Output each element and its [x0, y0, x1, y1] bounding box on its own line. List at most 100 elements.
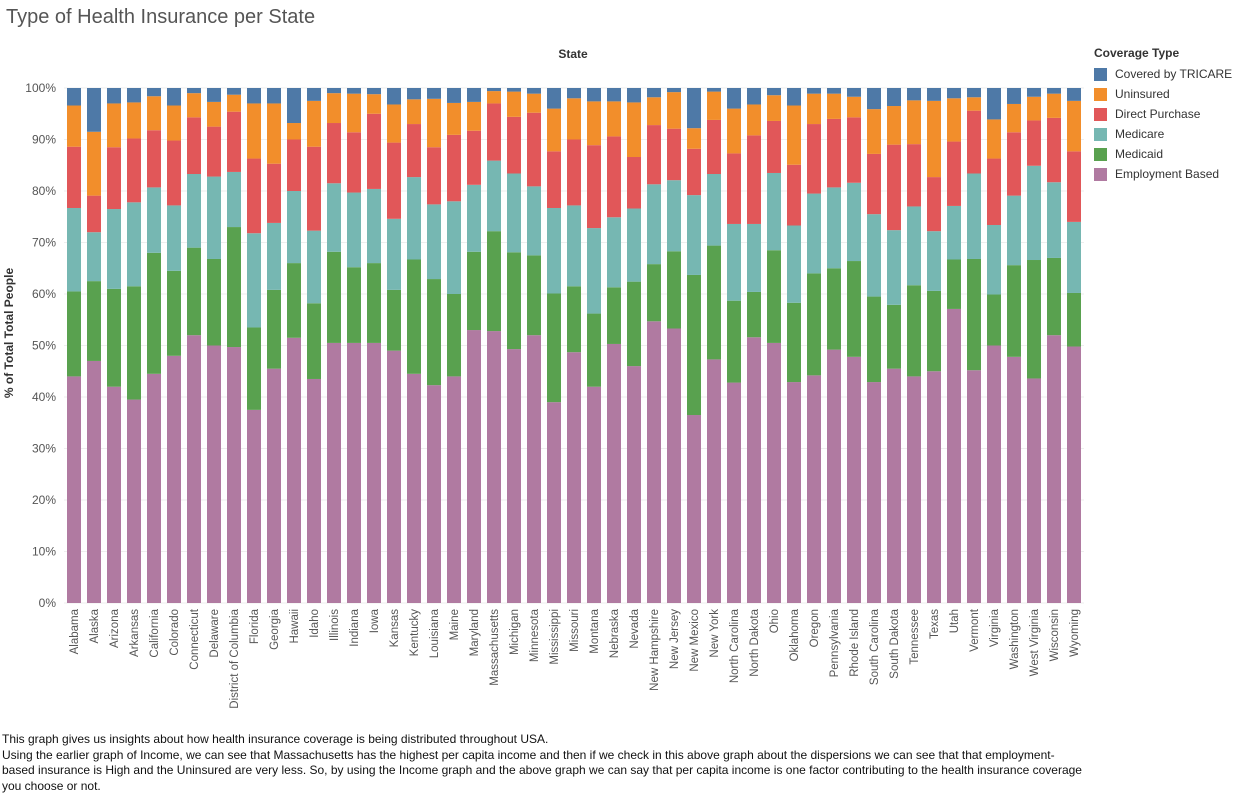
- bar-segment: [87, 360, 101, 603]
- bar-segment: [647, 184, 661, 265]
- legend-item[interactable]: Direct Purchase: [1094, 104, 1232, 124]
- bar-segment: [267, 103, 281, 164]
- bar-segment: [847, 182, 861, 262]
- bar-segment: [427, 385, 441, 603]
- y-tick-label: 0%: [39, 596, 57, 610]
- legend-item[interactable]: Medicaid: [1094, 144, 1232, 164]
- bar-segment: [187, 117, 201, 175]
- legend-title: Coverage Type: [1094, 46, 1180, 60]
- bar-segment: [547, 88, 561, 109]
- bar-segment: [867, 109, 881, 154]
- bar-segment: [467, 130, 481, 185]
- bar-segment: [327, 93, 341, 124]
- bar-segment: [647, 125, 661, 185]
- legend-item[interactable]: Covered by TRICARE: [1094, 64, 1232, 84]
- x-tick-label: Utah: [949, 609, 961, 633]
- bar-segment: [967, 258, 981, 371]
- bar-segment: [967, 97, 981, 111]
- bar-segment: [587, 228, 601, 314]
- x-tick-label: Minnesota: [529, 608, 541, 662]
- bar-segment: [787, 105, 801, 165]
- bar-segment: [847, 88, 861, 97]
- legend-item[interactable]: Medicare: [1094, 124, 1232, 144]
- bar-segment: [967, 110, 981, 174]
- x-tick-label: Maine: [449, 609, 461, 640]
- x-tick-label: Nevada: [629, 608, 641, 648]
- bar-segment: [87, 88, 101, 132]
- bar-segment: [527, 255, 541, 336]
- x-tick-label: Iowa: [369, 608, 381, 633]
- legend-label: Uninsured: [1115, 87, 1170, 101]
- bar-segment: [487, 160, 501, 232]
- bar-segment: [507, 349, 521, 603]
- bar-segment: [827, 88, 841, 94]
- legend-item[interactable]: Uninsured: [1094, 84, 1232, 104]
- bar-segment: [447, 102, 461, 135]
- bar-segment: [987, 224, 1001, 295]
- bar-segment: [447, 376, 461, 603]
- bar-segment: [147, 373, 161, 603]
- x-tick-label: Idaho: [309, 609, 321, 638]
- bar-segment: [87, 195, 101, 233]
- bar-segment: [527, 186, 541, 256]
- bar-segment: [707, 88, 721, 92]
- bar-segment: [1007, 88, 1021, 104]
- bar-segment: [1007, 195, 1021, 266]
- bar-segment: [187, 247, 201, 336]
- bar-segment: [207, 176, 221, 259]
- bar-segment: [527, 93, 541, 113]
- bar-segment: [727, 88, 741, 109]
- bar-segment: [847, 117, 861, 183]
- bar-segment: [867, 153, 881, 215]
- bar-segment: [227, 111, 241, 172]
- bar-segment: [607, 88, 621, 102]
- x-tick-label: Wisconsin: [1049, 609, 1061, 661]
- bar-segment: [307, 378, 321, 603]
- bar-segment: [667, 92, 681, 129]
- x-tick-label: California: [149, 608, 161, 657]
- bar-segment: [927, 177, 941, 232]
- caption-line-1: This graph gives us insights about how h…: [2, 732, 549, 746]
- bar-segment: [187, 174, 201, 248]
- legend-swatch: [1094, 107, 1107, 121]
- bar-segment: [187, 93, 201, 118]
- bar-segment: [87, 131, 101, 196]
- bar-segment: [67, 207, 81, 292]
- y-axis-ticks: 0% 10% 20% 30% 40% 50% 60% 70% 80% 90% 100%: [25, 81, 56, 610]
- y-tick-label: 10%: [32, 545, 56, 559]
- bar-segment: [67, 291, 81, 377]
- bar-segment: [687, 148, 701, 196]
- y-tick-label: 50%: [32, 339, 56, 353]
- bar-segment: [1027, 378, 1041, 603]
- bar-segment: [907, 144, 921, 207]
- x-tick-label: Alabama: [69, 608, 81, 654]
- bar-segment: [727, 300, 741, 383]
- bar-segment: [227, 171, 241, 228]
- bar-segment: [747, 135, 761, 224]
- bar-segment: [287, 191, 301, 264]
- x-tick-label: Georgia: [269, 608, 281, 650]
- x-tick-label: South Carolina: [869, 608, 881, 685]
- bar-segment: [67, 105, 81, 147]
- bar-segment: [947, 308, 961, 603]
- x-tick-label: Louisiana: [429, 608, 441, 658]
- bar-segment: [787, 382, 801, 603]
- bar-segment: [367, 342, 381, 603]
- bar-segment: [107, 103, 121, 148]
- bar-segment: [827, 187, 841, 269]
- bar-segment: [427, 98, 441, 148]
- bar-segment: [127, 138, 141, 203]
- y-tick-label: 100%: [25, 81, 56, 95]
- bar-segment: [687, 195, 701, 275]
- x-tick-label: North Dakota: [749, 608, 761, 676]
- bar-segment: [1007, 265, 1021, 357]
- bar-segment: [1007, 103, 1021, 133]
- legend-item[interactable]: Employment Based: [1094, 164, 1232, 184]
- y-tick-label: 30%: [32, 442, 56, 456]
- bar-segment: [387, 289, 401, 351]
- bar-segment: [467, 101, 481, 131]
- bar-segment: [507, 116, 521, 174]
- x-tick-label: Michigan: [509, 609, 521, 655]
- bar-segment: [967, 173, 981, 259]
- bar-segment: [207, 88, 221, 102]
